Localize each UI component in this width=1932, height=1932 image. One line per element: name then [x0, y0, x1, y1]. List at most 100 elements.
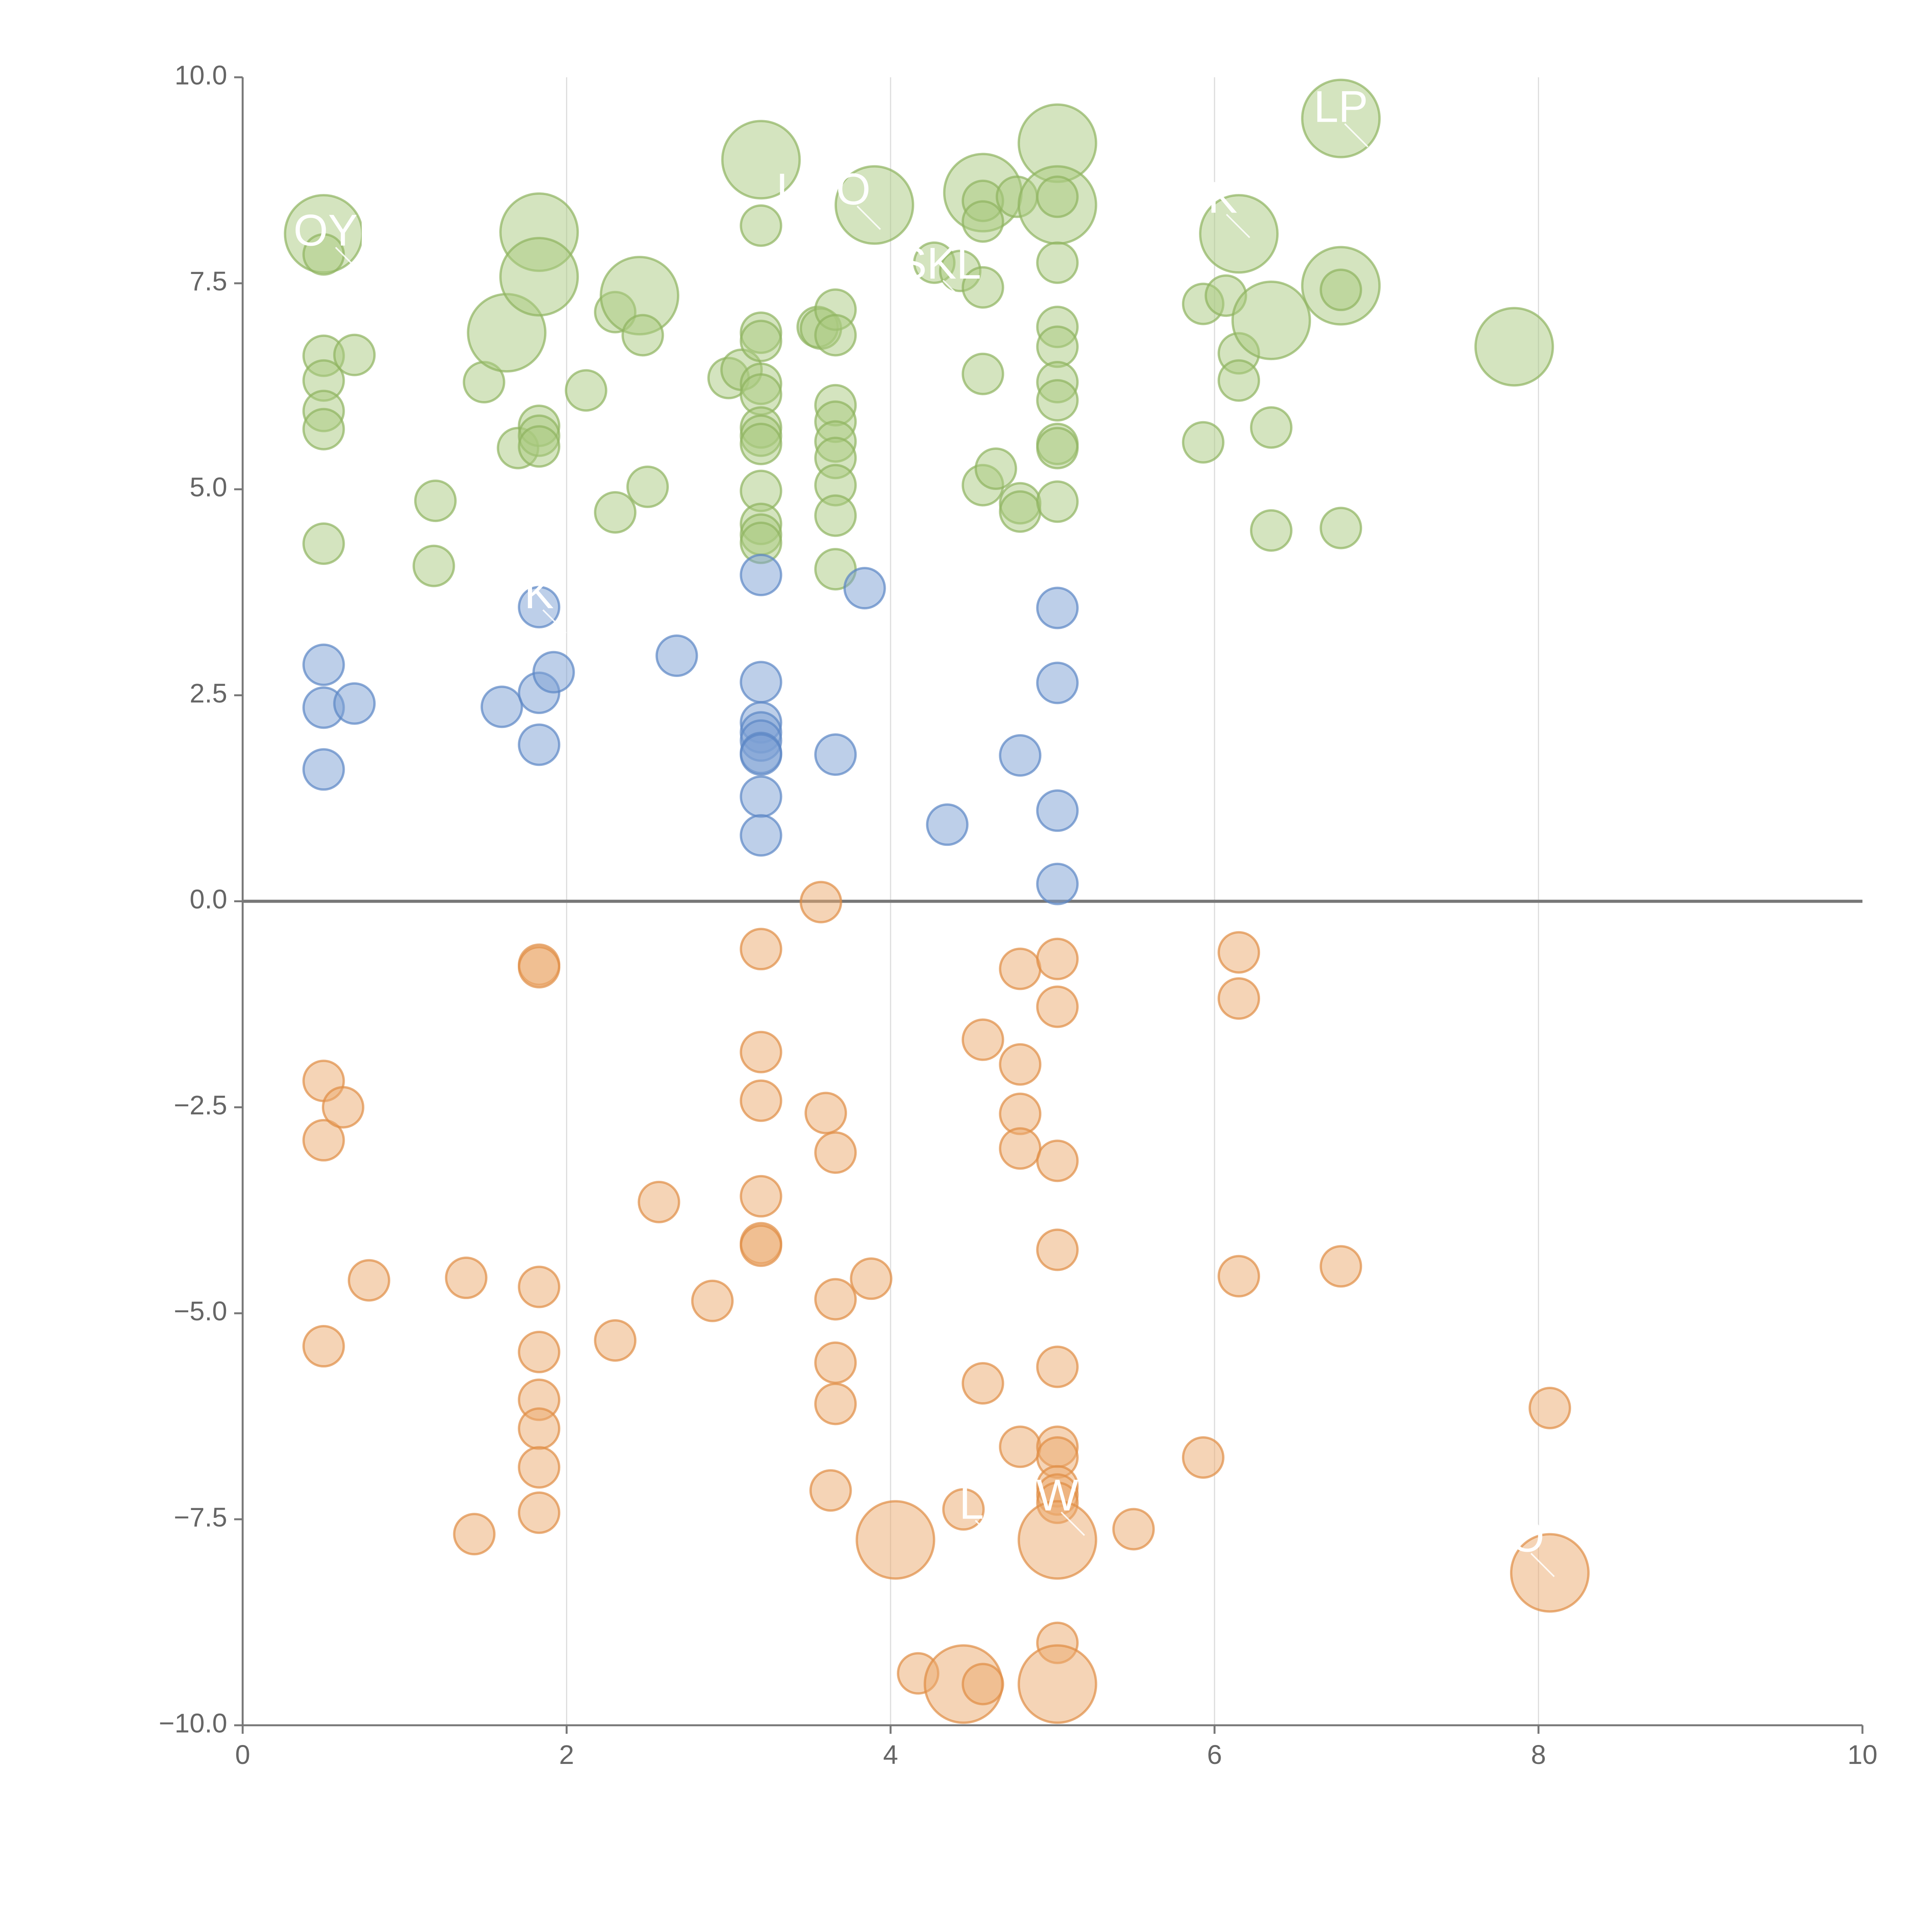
orange-point-62 [1320, 1245, 1362, 1288]
point-label-3: LP [1314, 82, 1368, 132]
green-point-50 [834, 165, 914, 245]
orange-point-59 [1218, 931, 1260, 974]
orange-point-46 [1036, 1139, 1079, 1182]
blue-point-25 [1036, 789, 1079, 832]
label-leader-3 [1344, 123, 1369, 148]
orange-point-28 [814, 1341, 857, 1384]
y-tick-label-1: 7.5 [190, 266, 227, 296]
green-point-19 [594, 491, 637, 534]
orange-point-21 [740, 1175, 782, 1218]
y-tick-label-3: 2.5 [190, 678, 227, 708]
label-leader-lines [335, 123, 1555, 1577]
y-tick-label-2: 5.0 [190, 472, 227, 502]
green-point-27 [740, 204, 782, 247]
y-tick-label-7: −7.5 [174, 1502, 227, 1532]
blue-point-24 [1036, 662, 1079, 704]
orange-point-32 [855, 1500, 935, 1580]
orange-point-3 [321, 1086, 364, 1129]
green-point-66 [1036, 241, 1079, 284]
label-leader-1 [785, 206, 810, 230]
blue-point-18 [740, 814, 782, 857]
orange-point-56 [1017, 1644, 1097, 1724]
label-leader-5 [942, 280, 967, 304]
green-point-18 [565, 369, 607, 412]
blue-point-20 [843, 567, 886, 610]
blue-point-7 [518, 723, 561, 766]
orange-point-38 [961, 1663, 1004, 1706]
orange-point-57 [1112, 1508, 1155, 1551]
blue-point-8 [532, 651, 575, 694]
orange-point-27 [814, 1278, 857, 1321]
label-leader-9 [1530, 1553, 1555, 1577]
green-point-79 [1218, 359, 1260, 402]
x-tick-label-1: 2 [559, 1740, 574, 1770]
orange-point-13 [518, 1446, 561, 1489]
point-label-5: SKL [897, 239, 981, 288]
orange-point-29 [814, 1383, 857, 1425]
label-leader-2 [856, 206, 881, 230]
green-point-72 [1036, 427, 1079, 469]
point-label-1: I [776, 165, 788, 214]
green-point-7 [333, 333, 376, 376]
orange-point-6 [453, 1513, 496, 1556]
green-point-48 [814, 494, 857, 537]
green-point-59 [975, 447, 1017, 490]
green-point-56 [961, 266, 1004, 309]
green-point-22 [621, 314, 664, 357]
green-point-57 [961, 352, 1004, 395]
green-point-23 [626, 465, 669, 508]
data-points [284, 78, 1590, 1724]
point-label-9: O [1510, 1512, 1544, 1561]
orange-point-2 [302, 1325, 345, 1368]
y-tick-label-4: 0.0 [190, 884, 227, 914]
green-point-55 [961, 200, 1004, 243]
green-point-34 [740, 422, 782, 465]
green-point-29 [740, 320, 782, 362]
point-label-4: K [1208, 173, 1238, 222]
blue-point-17 [740, 775, 782, 818]
orange-point-44 [1036, 937, 1079, 980]
green-point-75 [1182, 421, 1225, 464]
orange-point-63 [1528, 1386, 1571, 1429]
orange-point-42 [999, 1127, 1042, 1170]
blue-point-3 [333, 682, 376, 725]
green-point-62 [999, 490, 1042, 533]
orange-point-26 [814, 1131, 857, 1174]
orange-point-20 [740, 1079, 782, 1122]
blue-point-0 [302, 643, 345, 686]
green-point-68 [1036, 325, 1079, 368]
green-point-77 [1199, 194, 1279, 274]
label-leader-7 [975, 1520, 999, 1544]
green-point-70 [1036, 379, 1079, 422]
orange-point-24 [799, 881, 842, 923]
label-leader-0 [335, 247, 359, 271]
green-point-6 [302, 522, 345, 565]
orange-point-8 [518, 946, 561, 989]
x-tick-label-2: 4 [883, 1740, 898, 1770]
orange-point-30 [809, 1469, 852, 1512]
y-tick-label-0: 10.0 [175, 60, 227, 90]
green-point-17 [518, 425, 561, 468]
tick-labels: 0 2 4 6 8 10 10.0 7.5 5.0 2.5 0.0 −2.5 −5.0 −7.5 −10.0 [159, 60, 1878, 1770]
blue-point-23 [1036, 587, 1079, 629]
green-point-5 [302, 408, 345, 451]
orange-point-23 [740, 1224, 782, 1267]
blue-point-22 [999, 734, 1042, 777]
x-tick-label-0: 0 [235, 1740, 250, 1770]
green-point-9 [412, 544, 455, 587]
y-tick-label-8: −10.0 [159, 1708, 227, 1738]
label-leader-6 [542, 609, 567, 634]
orange-point-12 [518, 1407, 561, 1450]
blue-point-26 [1036, 862, 1079, 905]
green-point-14 [499, 237, 579, 317]
orange-point-31 [850, 1257, 893, 1300]
orange-point-5 [445, 1257, 488, 1299]
blue-point-10 [740, 554, 782, 597]
orange-point-45 [1036, 985, 1079, 1028]
blue-point-4 [480, 685, 523, 728]
point-label-0: OYI [294, 206, 370, 255]
x-tick-label-5: 10 [1847, 1740, 1878, 1770]
green-point-81 [1250, 406, 1293, 449]
